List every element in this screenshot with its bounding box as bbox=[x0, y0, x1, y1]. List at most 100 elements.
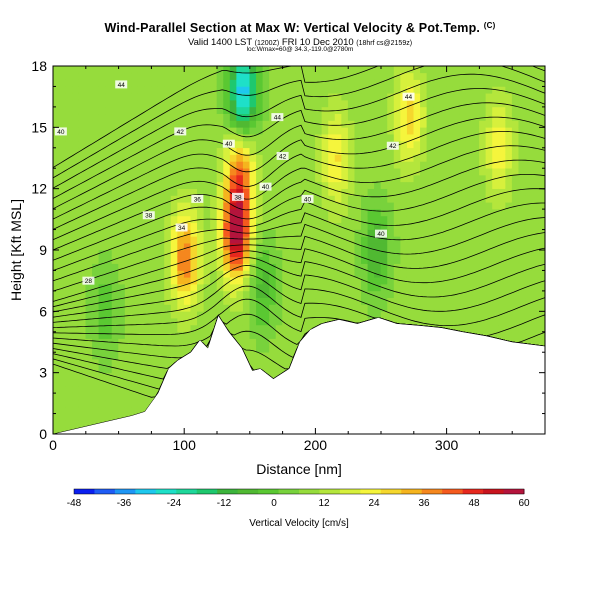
velocity-cell bbox=[98, 188, 106, 196]
velocity-cell bbox=[223, 311, 231, 319]
velocity-cell bbox=[144, 133, 152, 142]
velocity-cell bbox=[321, 66, 329, 74]
velocity-cell bbox=[433, 256, 441, 264]
velocity-cell bbox=[170, 236, 178, 244]
velocity-cell bbox=[65, 174, 73, 183]
velocity-cell bbox=[347, 133, 356, 142]
velocity-cell bbox=[262, 263, 270, 271]
velocity-cell bbox=[157, 317, 165, 326]
velocity-cell bbox=[256, 99, 264, 108]
velocity-cell bbox=[315, 263, 323, 271]
velocity-cell bbox=[59, 297, 67, 305]
isentrope-label: 40 bbox=[222, 139, 235, 148]
velocity-cell bbox=[170, 290, 178, 299]
velocity-cell bbox=[256, 133, 264, 142]
velocity-cell bbox=[308, 304, 316, 312]
velocity-cell bbox=[98, 72, 106, 80]
velocity-cell bbox=[170, 229, 178, 237]
velocity-cell bbox=[72, 208, 80, 217]
velocity-cell bbox=[334, 276, 342, 285]
velocity-cell bbox=[406, 120, 415, 128]
velocity-cell bbox=[256, 311, 264, 319]
velocity-cell bbox=[124, 399, 133, 408]
velocity-cell bbox=[387, 154, 395, 162]
velocity-cell bbox=[446, 324, 454, 333]
velocity-cell bbox=[105, 161, 113, 169]
velocity-cell bbox=[400, 167, 408, 176]
velocity-cell bbox=[105, 147, 113, 155]
velocity-cell bbox=[59, 392, 67, 401]
velocity-cell bbox=[275, 215, 283, 224]
velocity-cell bbox=[492, 161, 500, 169]
velocity-cell bbox=[538, 120, 545, 128]
velocity-cell bbox=[59, 426, 67, 434]
velocity-cell bbox=[347, 222, 356, 230]
velocity-cell bbox=[111, 324, 119, 333]
velocity-cell bbox=[72, 66, 80, 74]
velocity-cell bbox=[78, 120, 87, 128]
velocity-cell bbox=[439, 161, 447, 169]
velocity-cell bbox=[288, 290, 297, 299]
velocity-cell bbox=[124, 229, 133, 237]
velocity-cell bbox=[242, 99, 251, 108]
velocity-cell bbox=[223, 304, 231, 312]
velocity-cell bbox=[479, 304, 487, 312]
velocity-cell bbox=[131, 188, 139, 196]
velocity-cell bbox=[157, 229, 165, 237]
velocity-cell bbox=[400, 222, 408, 230]
velocity-cell bbox=[236, 215, 244, 224]
velocity-cell bbox=[210, 86, 218, 94]
velocity-cell bbox=[295, 242, 303, 251]
velocity-cell bbox=[531, 229, 539, 237]
colorbar-swatch bbox=[176, 489, 198, 494]
velocity-cell bbox=[242, 140, 251, 149]
velocity-cell bbox=[413, 72, 421, 80]
velocity-cell bbox=[308, 297, 316, 305]
velocity-cell bbox=[242, 276, 251, 285]
velocity-cell bbox=[485, 92, 493, 101]
velocity-cell bbox=[485, 154, 493, 162]
velocity-cell bbox=[525, 249, 533, 258]
velocity-cell bbox=[111, 167, 119, 176]
velocity-cell bbox=[249, 66, 257, 74]
x-tick-label: 100 bbox=[173, 437, 197, 453]
velocity-cell bbox=[78, 208, 87, 217]
velocity-cell bbox=[249, 256, 257, 264]
velocity-cell bbox=[321, 283, 329, 292]
velocity-cell bbox=[72, 372, 80, 380]
velocity-cell bbox=[361, 92, 369, 101]
velocity-cell bbox=[92, 106, 100, 115]
velocity-cell bbox=[183, 297, 192, 305]
velocity-cell bbox=[236, 154, 244, 162]
velocity-cell bbox=[190, 270, 198, 278]
velocity-cell bbox=[525, 242, 533, 251]
velocity-cell bbox=[354, 79, 362, 87]
velocity-cell bbox=[321, 167, 329, 176]
velocity-cell bbox=[53, 147, 60, 155]
velocity-cell bbox=[406, 215, 415, 224]
velocity-cell bbox=[321, 181, 329, 189]
velocity-cell bbox=[525, 174, 533, 183]
velocity-cell bbox=[72, 242, 80, 251]
velocity-cell bbox=[308, 208, 316, 217]
velocity-cell bbox=[315, 99, 323, 108]
velocity-cell bbox=[118, 399, 126, 408]
velocity-cell bbox=[164, 133, 172, 142]
velocity-cell bbox=[197, 72, 205, 80]
isentrope-label: 38 bbox=[142, 211, 155, 220]
velocity-cell bbox=[203, 242, 211, 251]
velocity-cell bbox=[380, 113, 388, 121]
velocity-cell bbox=[78, 311, 87, 319]
velocity-cell bbox=[347, 79, 356, 87]
velocity-cell bbox=[275, 249, 283, 258]
velocity-cell bbox=[275, 86, 283, 94]
velocity-cell bbox=[511, 276, 520, 285]
velocity-cell bbox=[406, 106, 415, 115]
colorbar-swatch bbox=[114, 489, 136, 494]
velocity-cell bbox=[229, 236, 237, 244]
velocity-cell bbox=[295, 161, 303, 169]
velocity-cell bbox=[282, 276, 290, 285]
velocity-cell bbox=[459, 92, 467, 101]
velocity-cell bbox=[249, 249, 257, 258]
velocity-cell bbox=[256, 120, 264, 128]
